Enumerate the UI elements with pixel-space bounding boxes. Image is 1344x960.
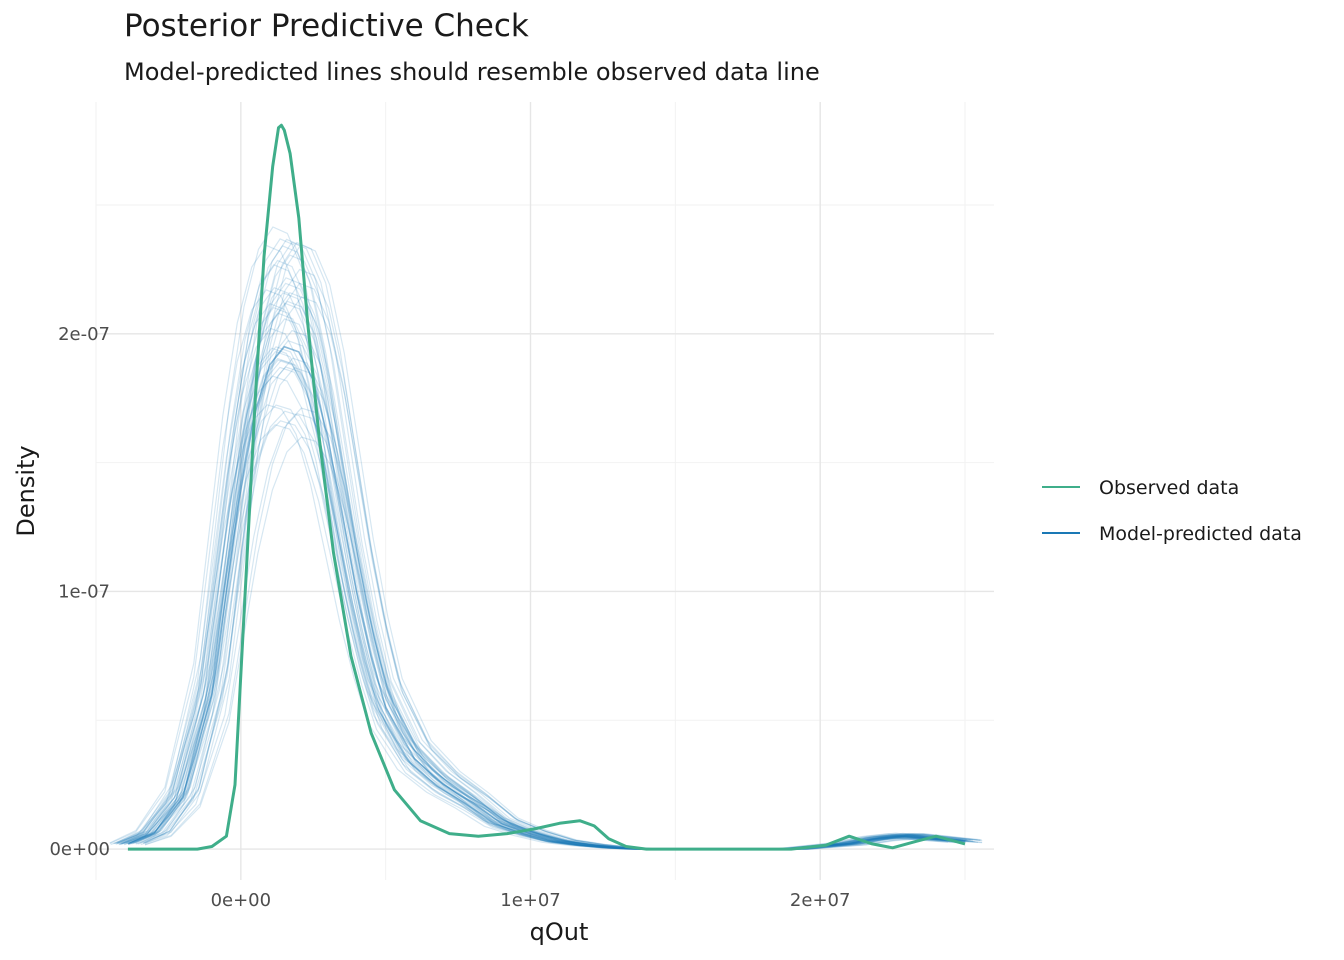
chart-subtitle: Model-predicted lines should resemble ob… bbox=[124, 58, 820, 86]
tick-labels: 0e+00 1e+07 2e+07 0e+00 1e-07 2e-07 bbox=[49, 324, 850, 911]
legend-label-model-predicted: Model-predicted data bbox=[1099, 523, 1302, 545]
x-tick-label-0: 0e+00 bbox=[211, 890, 272, 911]
observed-data-line bbox=[127, 123, 966, 851]
legend-label-observed: Observed data bbox=[1099, 477, 1239, 499]
x-axis-title: qOut bbox=[530, 918, 589, 946]
model-predicted-draw-line bbox=[144, 243, 982, 850]
model-predicted-draw-line bbox=[142, 282, 981, 850]
model-predicted-draw-line bbox=[142, 268, 981, 850]
model-predicted-draw-line bbox=[121, 312, 960, 850]
model-predicted-draw-line bbox=[128, 366, 967, 850]
model-predicted-draw-line bbox=[109, 244, 948, 850]
model-predicted-draw-line bbox=[116, 226, 954, 850]
model-predicted-draw-line bbox=[127, 318, 966, 850]
x-tick-label-1: 1e+07 bbox=[500, 890, 561, 911]
model-predicted-draw-line bbox=[123, 238, 961, 850]
model-predicted-draw-line bbox=[121, 359, 959, 850]
chart-title: Posterior Predictive Check bbox=[124, 8, 529, 44]
y-axis-title: Density bbox=[12, 445, 40, 536]
x-tick-label-2: 2e+07 bbox=[790, 890, 851, 911]
y-tick-label-2: 2e-07 bbox=[58, 324, 110, 345]
model-predicted-draw-line bbox=[140, 413, 979, 850]
legend: Observed data Model-predicted data bbox=[1042, 477, 1302, 545]
observed-line-layer bbox=[127, 123, 966, 851]
model-predicted-draw-line bbox=[128, 410, 966, 850]
model-predicted-draw-line bbox=[131, 339, 969, 850]
y-tick-label-1: 1e-07 bbox=[58, 581, 110, 602]
model-predicted-draw-line bbox=[144, 436, 983, 850]
y-tick-label-0: 0e+00 bbox=[49, 839, 110, 860]
model-predicted-draw-line bbox=[144, 407, 983, 850]
model-predicted-draw-line bbox=[144, 296, 983, 850]
model-predicted-draw-line bbox=[137, 367, 976, 850]
model-predicted-draw-line bbox=[135, 329, 973, 850]
